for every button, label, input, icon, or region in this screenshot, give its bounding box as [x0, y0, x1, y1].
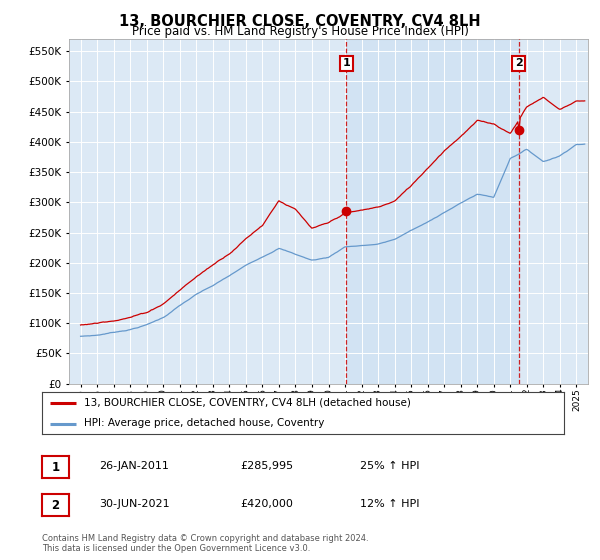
Text: 12% ↑ HPI: 12% ↑ HPI [360, 499, 419, 509]
Text: 30-JUN-2021: 30-JUN-2021 [99, 499, 170, 509]
Text: 13, BOURCHIER CLOSE, COVENTRY, CV4 8LH: 13, BOURCHIER CLOSE, COVENTRY, CV4 8LH [119, 14, 481, 29]
Bar [346, 39, 518, 384]
Text: 25% ↑ HPI: 25% ↑ HPI [360, 461, 419, 471]
Text: Contains HM Land Registry data © Crown copyright and database right 2024.
This d: Contains HM Land Registry data © Crown c… [42, 534, 368, 553]
Text: 26-JAN-2011: 26-JAN-2011 [99, 461, 169, 471]
Text: 2: 2 [515, 58, 523, 68]
Text: £285,995: £285,995 [240, 461, 293, 471]
Text: 2: 2 [52, 498, 59, 512]
Text: 1: 1 [52, 460, 59, 474]
Text: 1: 1 [343, 58, 350, 68]
Text: Price paid vs. HM Land Registry's House Price Index (HPI): Price paid vs. HM Land Registry's House … [131, 25, 469, 38]
Text: 13, BOURCHIER CLOSE, COVENTRY, CV4 8LH (detached house): 13, BOURCHIER CLOSE, COVENTRY, CV4 8LH (… [84, 398, 410, 408]
Text: HPI: Average price, detached house, Coventry: HPI: Average price, detached house, Cove… [84, 418, 324, 428]
Text: £420,000: £420,000 [240, 499, 293, 509]
